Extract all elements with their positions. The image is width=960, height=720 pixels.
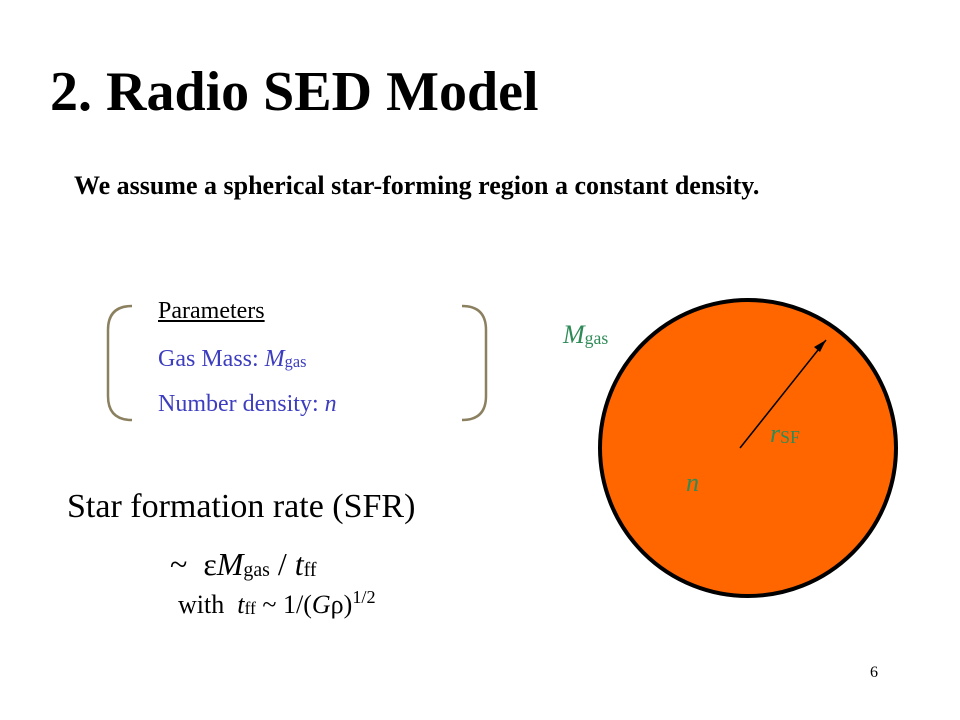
sfr-mass-symbol: M — [216, 546, 244, 582]
gas-mass-parameter: Gas Mass: Mgas — [158, 347, 306, 371]
circle-mass-subscript: gas — [584, 327, 609, 348]
slide-title: 2. Radio SED Model — [50, 61, 539, 123]
sfr-divide: / — [269, 546, 295, 582]
circle-radius-label: rSF — [770, 421, 800, 447]
circle-mass-symbol: M — [563, 320, 585, 349]
sfr-heading: Star formation rate (SFR) — [67, 488, 416, 525]
radius-arrowhead — [814, 340, 826, 352]
free-fall-time-formula: with tff ~ 1/(Gρ)1/2 — [178, 588, 376, 619]
circle-radius-symbol: r — [770, 419, 781, 448]
parameters-heading: Parameters — [158, 298, 265, 324]
number-density-symbol: n — [324, 391, 337, 417]
sfr-time-subscript: ff — [303, 558, 317, 581]
sfr-formula: ~ εMgas / tff — [170, 548, 316, 580]
epsilon-symbol: ε — [203, 546, 217, 582]
page-number: 6 — [870, 664, 878, 681]
number-density-parameter: Number density: n — [158, 392, 337, 416]
radius-arrow-line — [739, 339, 827, 449]
right-brace — [461, 304, 488, 422]
gas-mass-symbol: M — [264, 346, 285, 372]
sfr-mass-subscript: gas — [243, 558, 270, 581]
tff-symbol: t — [237, 590, 245, 619]
g-symbol: G — [311, 590, 331, 619]
number-density-label: Number density: — [158, 391, 325, 417]
circle-mass-label: Mgas — [563, 322, 608, 348]
intro-paragraph: We assume a spherical star-forming regio… — [74, 171, 760, 200]
gas-mass-label: Gas Mass: — [158, 346, 265, 372]
exponent: 1/2 — [352, 587, 376, 607]
tff-relation: ~ 1/( — [255, 590, 312, 619]
close-paren: ) — [343, 590, 353, 619]
gas-mass-subscript: gas — [284, 351, 307, 371]
with-text: with — [178, 590, 231, 619]
sfr-time-symbol: t — [294, 546, 304, 582]
approx-symbol: ~ — [170, 546, 188, 582]
rho-symbol: ρ — [330, 590, 344, 619]
left-brace — [106, 304, 133, 422]
circle-radius-subscript: SF — [780, 426, 800, 447]
star-forming-region-circle — [598, 298, 898, 598]
tff-subscript: ff — [244, 597, 256, 618]
circle-density-label: n — [686, 468, 699, 497]
